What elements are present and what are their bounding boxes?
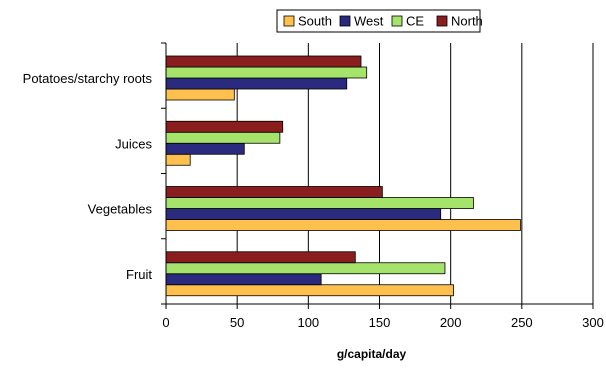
bar-ce-3 xyxy=(165,262,446,275)
category-label: Vegetables xyxy=(88,202,153,217)
bar-west-3 xyxy=(165,273,322,286)
legend-label-west: West xyxy=(354,14,384,29)
x-tick-label: 100 xyxy=(297,315,319,330)
bar-ce-1 xyxy=(165,131,281,144)
x-tick-label: 0 xyxy=(162,315,169,330)
legend-swatch-north xyxy=(436,15,448,27)
bar-west-1 xyxy=(165,142,245,155)
bar-ce-2 xyxy=(165,197,474,209)
bar-west-2 xyxy=(165,208,442,220)
bar-south-3 xyxy=(165,284,454,297)
category-label: Potatoes/starchy roots xyxy=(23,71,153,86)
bar-north-3 xyxy=(165,251,356,264)
x-tick-label: 50 xyxy=(230,315,244,330)
x-tick-label: 200 xyxy=(440,315,462,330)
category-label: Fruit xyxy=(126,267,152,282)
legend-swatch-ce xyxy=(391,15,403,27)
legend-label-ce: CE xyxy=(406,14,424,29)
bar-south-2 xyxy=(165,219,521,231)
x-tick-label: 300 xyxy=(582,315,604,330)
x-tick-label: 150 xyxy=(369,315,391,330)
bar-south-1 xyxy=(165,153,191,166)
legend-label-north: North xyxy=(451,14,483,29)
bar-ce-0 xyxy=(165,66,368,79)
bar-west-0 xyxy=(165,77,348,90)
category-label: Juices xyxy=(115,136,152,151)
x-tick-label: 250 xyxy=(511,315,533,330)
bar-north-0 xyxy=(165,55,362,68)
x-axis-title: g/capita/day xyxy=(337,347,407,361)
bar-south-0 xyxy=(165,88,235,101)
legend-swatch-west xyxy=(339,15,351,27)
bar-north-2 xyxy=(165,186,383,198)
legend-box xyxy=(276,9,481,33)
legend-swatch-south xyxy=(283,15,295,27)
bar-north-1 xyxy=(165,120,284,133)
legend-label-south: South xyxy=(298,14,332,29)
